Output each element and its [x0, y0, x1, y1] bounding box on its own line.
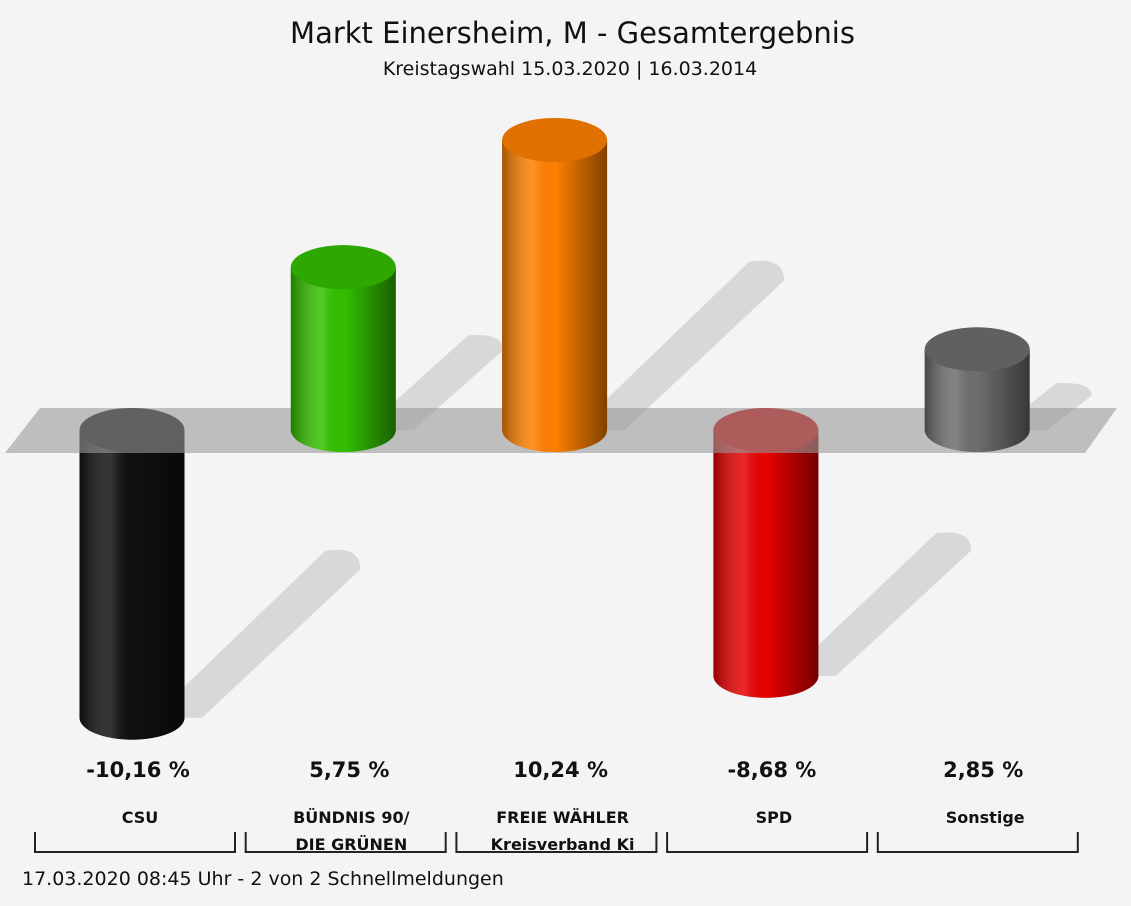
category-label: FREIE WÄHLER Kreisverband Ki — [490, 808, 635, 854]
bar-top-shade — [290, 245, 396, 290]
category-label: CSU — [121, 808, 159, 827]
category-bracket — [666, 832, 869, 853]
bar — [290, 245, 396, 452]
category-bracket — [34, 832, 236, 853]
bar-top-shade — [502, 118, 608, 162]
shadow — [152, 549, 361, 718]
category-bracket — [876, 832, 1079, 853]
bar — [79, 408, 185, 740]
category-label: SPD — [755, 808, 793, 827]
chart-subtitle: Kreistagswahl 15.03.2020 | 16.03.2014 — [382, 58, 758, 80]
bar-body-shade — [713, 430, 819, 676]
category-bracket — [244, 832, 447, 853]
bar-body-shade — [290, 267, 396, 430]
category-bracket — [455, 832, 658, 853]
bar-body-shade — [502, 140, 608, 430]
shadow — [363, 335, 503, 430]
shadow — [785, 532, 972, 676]
chart-title: Markt Einersheim, M - Gesamtergebnis — [290, 16, 855, 50]
value-label: -10,16 % — [86, 758, 190, 782]
bar-top — [924, 327, 1030, 372]
bar-top — [502, 118, 608, 162]
bar — [502, 118, 608, 452]
category-label: Sonstige — [945, 808, 1025, 827]
category-label: BÜNDNIS 90/ DIE GRÜNEN — [293, 808, 410, 854]
bar — [924, 327, 1030, 452]
bar-body-shade — [79, 430, 185, 718]
value-label: 2,85 % — [943, 758, 1024, 782]
value-label: 5,75 % — [309, 758, 390, 782]
bar-top — [290, 245, 396, 290]
footer: 17.03.2020 08:45 Uhr - 2 von 2 Schnellme… — [22, 868, 504, 890]
shadow — [574, 260, 785, 430]
bar-top-shade — [924, 327, 1030, 372]
value-label: 10,24 % — [513, 758, 608, 782]
value-label: -8,68 % — [727, 758, 817, 782]
